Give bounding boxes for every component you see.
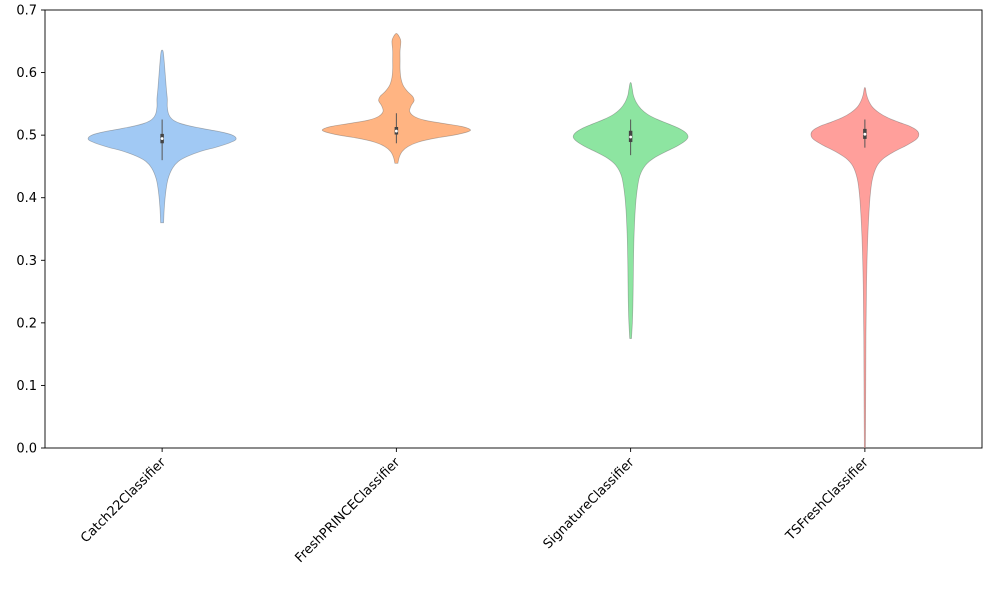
violin-signatureclassifier bbox=[572, 82, 689, 339]
y-tick-label: 0.6 bbox=[16, 66, 37, 81]
violin-tsfreshclassifier bbox=[810, 87, 920, 449]
violin-median-signatureclassifier bbox=[629, 135, 633, 139]
violin-median-catch22classifier bbox=[160, 137, 164, 140]
y-tick-label: 0.5 bbox=[16, 129, 37, 144]
y-tick-label: 0.0 bbox=[16, 442, 37, 457]
violin-freshprinceclassifier bbox=[321, 33, 471, 164]
violin-median-freshprinceclassifier bbox=[394, 129, 398, 133]
x-tick-label-freshprinceclassifier: FreshPRINCEClassifier bbox=[292, 455, 403, 566]
y-tick-label: 0.7 bbox=[16, 4, 37, 19]
x-tick-label-tsfreshclassifier: TSFreshClassifier bbox=[783, 455, 873, 545]
y-tick-label: 0.2 bbox=[16, 316, 37, 331]
y-tick-label: 0.1 bbox=[16, 379, 37, 394]
x-tick-label-catch22classifier: Catch22Classifier bbox=[78, 455, 169, 546]
y-tick-label: 0.3 bbox=[16, 254, 37, 269]
plot-border bbox=[44, 9, 983, 449]
y-tick-label: 0.4 bbox=[16, 191, 37, 206]
violin-median-tsfreshclassifier bbox=[863, 132, 867, 136]
x-tick-label-signatureclassifier: SignatureClassifier bbox=[541, 455, 638, 552]
